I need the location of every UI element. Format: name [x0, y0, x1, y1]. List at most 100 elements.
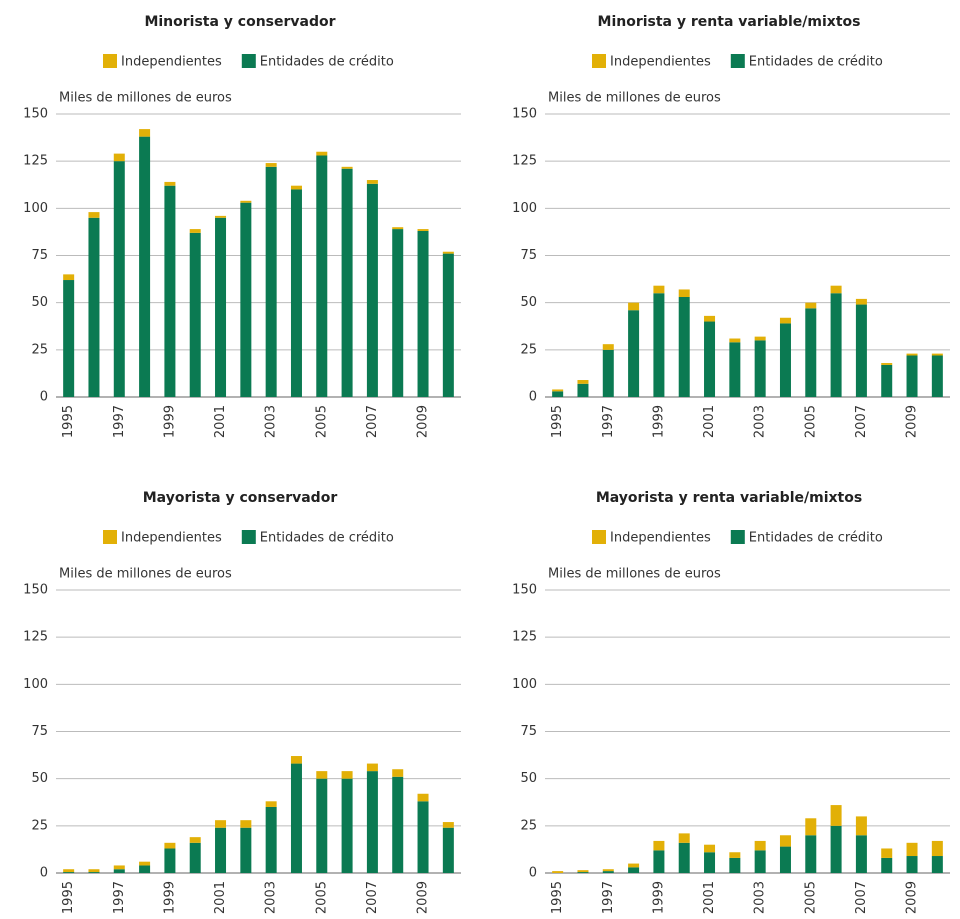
- legend-label: Independientes: [610, 55, 711, 70]
- bar-segment: [906, 353, 918, 356]
- x-tick-label: 2003: [264, 405, 279, 438]
- bar-segment: [602, 349, 614, 397]
- bar-segment: [653, 840, 665, 851]
- bar-segment: [754, 336, 766, 341]
- bar-segment: [729, 852, 741, 858]
- legend-label: Entidades de crédito: [749, 55, 883, 70]
- bar-segment: [316, 155, 328, 397]
- bar-segment: [139, 129, 151, 137]
- y-tick-label: 0: [40, 390, 48, 405]
- y-tick-label: 125: [23, 154, 48, 169]
- bar-segment: [704, 315, 716, 322]
- bar-segment: [113, 161, 125, 397]
- bar-segment: [931, 355, 943, 397]
- legend-swatch: [103, 530, 117, 544]
- bar-segment: [779, 323, 791, 397]
- bar-segment: [704, 852, 716, 873]
- bar-segment: [602, 871, 614, 873]
- x-tick-label: 2009: [905, 881, 920, 914]
- bar-segment: [729, 338, 741, 343]
- bar-segment: [341, 168, 353, 397]
- bar-segment: [290, 189, 302, 397]
- y-tick-label: 75: [520, 248, 537, 263]
- x-tick-label: 1997: [601, 881, 616, 914]
- bar-segment: [653, 850, 665, 873]
- bar-segment: [215, 217, 227, 397]
- bar-segment: [729, 857, 741, 873]
- bar-segment: [931, 856, 943, 873]
- bar-segment: [881, 363, 893, 365]
- bar-segment: [577, 872, 589, 873]
- bar-segment: [240, 827, 252, 873]
- bar-segment: [881, 857, 893, 873]
- bar-segment: [678, 297, 690, 397]
- legend-label: Independientes: [121, 531, 222, 546]
- bar-segment: [653, 285, 665, 294]
- legend-swatch: [241, 54, 256, 68]
- bar-segment: [392, 227, 404, 230]
- bar-segment: [577, 383, 589, 397]
- bar-segment: [265, 806, 277, 873]
- x-tick-label: 2001: [213, 881, 228, 914]
- bar-segment: [779, 317, 791, 324]
- chart-title: Mayorista y conservador: [143, 490, 338, 506]
- bar-segment: [189, 232, 201, 397]
- bar-segment: [678, 842, 690, 873]
- x-tick-label: 2003: [264, 881, 279, 914]
- chart-title: Minorista y renta variable/mixtos: [598, 14, 861, 30]
- bar-segment: [113, 153, 125, 162]
- bar-segment: [881, 364, 893, 397]
- bar-segment: [552, 871, 564, 873]
- bar-segment: [139, 865, 151, 873]
- bar-segment: [906, 842, 918, 857]
- y-tick-label: 0: [40, 866, 48, 881]
- bar-segment: [653, 293, 665, 397]
- x-tick-label: 2001: [702, 881, 717, 914]
- legend-label: Independientes: [121, 55, 222, 70]
- bar-segment: [754, 840, 766, 851]
- y-axis-label: Miles de millones de euros: [548, 91, 721, 106]
- bar-segment: [63, 280, 75, 397]
- bar-segment: [88, 869, 100, 873]
- bar-segment: [855, 298, 867, 305]
- legend-label: Entidades de crédito: [749, 531, 883, 546]
- y-tick-label: 125: [23, 630, 48, 645]
- bar-segment: [63, 869, 75, 873]
- bar-segment: [139, 136, 151, 397]
- x-tick-label: 1999: [651, 405, 666, 438]
- y-tick-label: 25: [31, 342, 48, 357]
- x-tick-label: 2009: [416, 881, 431, 914]
- legend-label: Independientes: [610, 531, 711, 546]
- bar-segment: [602, 344, 614, 350]
- y-tick-label: 150: [23, 107, 48, 122]
- x-tick-label: 1997: [601, 405, 616, 438]
- bar-segment: [63, 274, 75, 281]
- bar-segment: [855, 304, 867, 397]
- bar-segment: [805, 302, 817, 309]
- y-tick-label: 0: [529, 866, 537, 881]
- bar-segment: [341, 771, 353, 779]
- bar-segment: [628, 863, 640, 868]
- bar-segment: [392, 769, 404, 777]
- x-tick-label: 2005: [314, 881, 329, 914]
- x-tick-label: 1999: [162, 881, 177, 914]
- bar-segment: [265, 166, 277, 397]
- bar-segment: [341, 778, 353, 873]
- bar-segment: [830, 825, 842, 873]
- bar-segment: [392, 776, 404, 873]
- y-tick-label: 100: [23, 677, 48, 692]
- y-axis-label: Miles de millones de euros: [59, 91, 232, 106]
- bar-segment: [830, 805, 842, 826]
- bar-segment: [729, 342, 741, 397]
- bar-segment: [290, 756, 302, 764]
- y-tick-label: 150: [23, 583, 48, 598]
- bar-segment: [552, 389, 564, 392]
- bar-segment: [906, 856, 918, 873]
- bar-segment: [189, 842, 201, 873]
- bar-segment: [316, 771, 328, 779]
- bar-segment: [164, 185, 176, 397]
- bar-segment: [164, 181, 176, 186]
- bar-segment: [215, 820, 227, 828]
- x-tick-label: 2007: [365, 405, 380, 438]
- x-tick-label: 2005: [803, 405, 818, 438]
